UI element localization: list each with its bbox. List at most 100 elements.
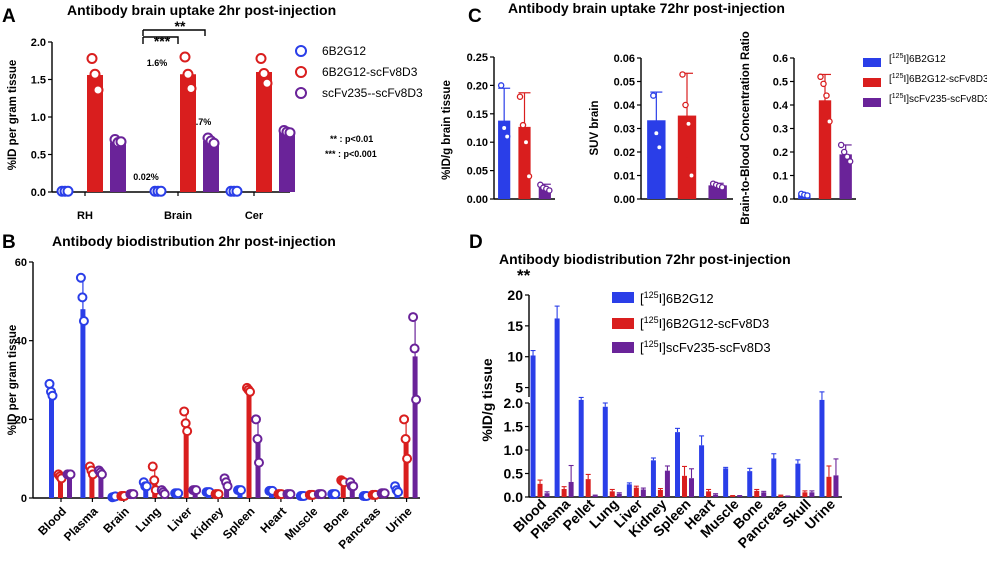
panel-c3-y-tick-label: 0.0 bbox=[773, 194, 788, 206]
panel-a-label-scfv: 0.7% bbox=[191, 117, 212, 127]
panel-c2-point bbox=[653, 129, 660, 137]
panel-a-point bbox=[261, 77, 273, 89]
panel-b-point bbox=[47, 390, 58, 401]
panel-d-bar bbox=[713, 494, 719, 497]
panel-d-bar bbox=[761, 492, 767, 497]
panel-c-chart: %ID/g brain tissue SUV brain Brain-to-Bl… bbox=[441, 31, 987, 225]
panel-c3-y-tick-label: 0.5 bbox=[773, 77, 788, 89]
panel-d-tick-label: 20 bbox=[507, 287, 523, 303]
panel-c3-point bbox=[840, 148, 848, 156]
panel-d-bar bbox=[664, 470, 670, 497]
panel-c2-ylabel: SUV brain bbox=[589, 101, 601, 156]
panel-b-point bbox=[245, 386, 255, 397]
panel-b-bar bbox=[183, 423, 189, 498]
panel-c1-point bbox=[500, 124, 508, 132]
panel-c2-y-tick-label: 0.00 bbox=[614, 194, 635, 206]
panel-label-c: C bbox=[468, 6, 482, 27]
panel-c1-point bbox=[546, 187, 553, 194]
panel-label-a: A bbox=[2, 6, 16, 27]
panel-c1-point bbox=[525, 173, 533, 180]
panel-d-sig: ** bbox=[517, 266, 531, 285]
panel-b-point bbox=[149, 475, 160, 486]
legend-c-entry-scfv: [125I]scFv235-scFv8D3 bbox=[889, 93, 987, 105]
panel-b-point bbox=[77, 292, 88, 303]
panel-a-bar bbox=[110, 142, 126, 192]
panel-d-bar bbox=[699, 445, 705, 497]
panel-d-bar bbox=[537, 483, 543, 497]
panel-b-bar bbox=[412, 356, 418, 498]
panel-d-bar-upper bbox=[554, 318, 560, 403]
panel-a-y-tick-label: 1.0 bbox=[31, 112, 46, 124]
panel-a-y-tick-label: 0.5 bbox=[31, 150, 46, 162]
panel-c2-point bbox=[688, 172, 695, 179]
panel-b-point bbox=[285, 489, 296, 500]
panel-c3-point bbox=[820, 80, 827, 88]
legend-c-entry-6b2g12: [125I]6B2G12 bbox=[889, 53, 946, 65]
panel-a-bar bbox=[180, 74, 196, 192]
panel-c2-y-tick-label: 0.04 bbox=[614, 100, 636, 112]
legend-d-entry-bispecific: [125I]6B2G12-scFv8D3 bbox=[640, 315, 769, 331]
panel-b-point bbox=[222, 481, 233, 492]
svg-text:[125I]scFv235-scFv8D3: [125I]scFv235-scFv8D3 bbox=[640, 339, 771, 355]
panel-a-point bbox=[62, 185, 74, 197]
panel-c3-bar bbox=[839, 154, 852, 199]
panel-a-point bbox=[185, 83, 197, 94]
panel-d-bar-upper bbox=[530, 355, 536, 403]
panel-d-bar bbox=[640, 489, 646, 497]
panel-b-point bbox=[254, 457, 264, 468]
panel-b-point bbox=[159, 489, 170, 500]
panel-b-bar bbox=[349, 486, 355, 498]
panel-b-bar bbox=[246, 391, 252, 498]
panel-a-point bbox=[255, 53, 267, 64]
panel-c3-bar bbox=[818, 100, 832, 199]
panel-b-point bbox=[379, 488, 390, 499]
panel-b-bar bbox=[98, 472, 104, 498]
panel-a-point bbox=[231, 185, 243, 197]
panel-d-bar-lower bbox=[530, 403, 536, 497]
panel-a-bar bbox=[203, 141, 219, 192]
panel-d-bar bbox=[723, 468, 729, 497]
panel-d-bar bbox=[802, 492, 808, 497]
panel-c3-point bbox=[843, 153, 851, 160]
legend-c-name-bispecific: 6B2G12-scFv8D3 bbox=[909, 74, 987, 85]
panel-c3-y-tick-label: 0.4 bbox=[773, 100, 789, 112]
panel-d-bar bbox=[675, 432, 680, 497]
legend-c-name-6b2g12: 6B2G12 bbox=[909, 54, 946, 65]
panel-b-point bbox=[128, 489, 139, 500]
panel-b-point bbox=[96, 469, 107, 480]
legend-d-entry-6b2g12: [125I]6B2G12 bbox=[640, 290, 714, 306]
panel-a-bar bbox=[87, 75, 103, 192]
panel-a-y-tick-label: 0.0 bbox=[31, 187, 46, 199]
panel-b-point bbox=[147, 461, 158, 472]
panel-d-bar bbox=[689, 478, 694, 497]
panel-d-bar bbox=[568, 481, 574, 497]
panel-d-bar bbox=[626, 484, 632, 497]
panel-a-chart: %ID per gram tissue RH Brain Cer 0.02% 1… bbox=[7, 18, 423, 222]
panel-title-a: Antibody brain uptake 2hr post-injection bbox=[67, 2, 336, 18]
panel-b-y-tick-label: 40 bbox=[15, 336, 27, 348]
legend-c-name-scfv: scFv235-scFv8D3 bbox=[909, 94, 987, 105]
panel-b-point bbox=[252, 434, 263, 444]
panel-d-bar bbox=[730, 496, 736, 497]
panel-d-bar bbox=[826, 476, 832, 497]
svg-text:[125I]6B2G12-scFv8D3: [125I]6B2G12-scFv8D3 bbox=[889, 73, 987, 85]
panel-b-point bbox=[173, 488, 184, 499]
svg-text:[125I]6B2G12: [125I]6B2G12 bbox=[889, 53, 946, 65]
legend-c-swatch-scfv bbox=[863, 98, 881, 107]
panel-c2-y-tick-label: 0.02 bbox=[614, 147, 635, 159]
panel-b-point bbox=[180, 418, 191, 429]
panel-b-cat-label: Plasma bbox=[61, 504, 101, 544]
panel-c2-point bbox=[685, 120, 692, 128]
legend-d-entry-scfv: [125I]scFv235-scFv8D3 bbox=[640, 339, 771, 355]
panel-a-note-1: ** : p<0.01 bbox=[330, 134, 373, 144]
panel-d-bar bbox=[650, 460, 656, 497]
panel-d-tick-label: 2.0 bbox=[504, 395, 524, 411]
panel-d-bar bbox=[737, 496, 743, 497]
panel-b-y-tick-label: 20 bbox=[15, 414, 27, 426]
panel-a-point bbox=[208, 137, 220, 149]
legend-a-scfv: scFv235--scFv8D3 bbox=[322, 86, 423, 100]
panel-d-bar bbox=[771, 458, 777, 497]
panel-d-bar bbox=[633, 487, 639, 497]
svg-text:[125I]6B2G12-scFv8D3: [125I]6B2G12-scFv8D3 bbox=[640, 315, 769, 331]
